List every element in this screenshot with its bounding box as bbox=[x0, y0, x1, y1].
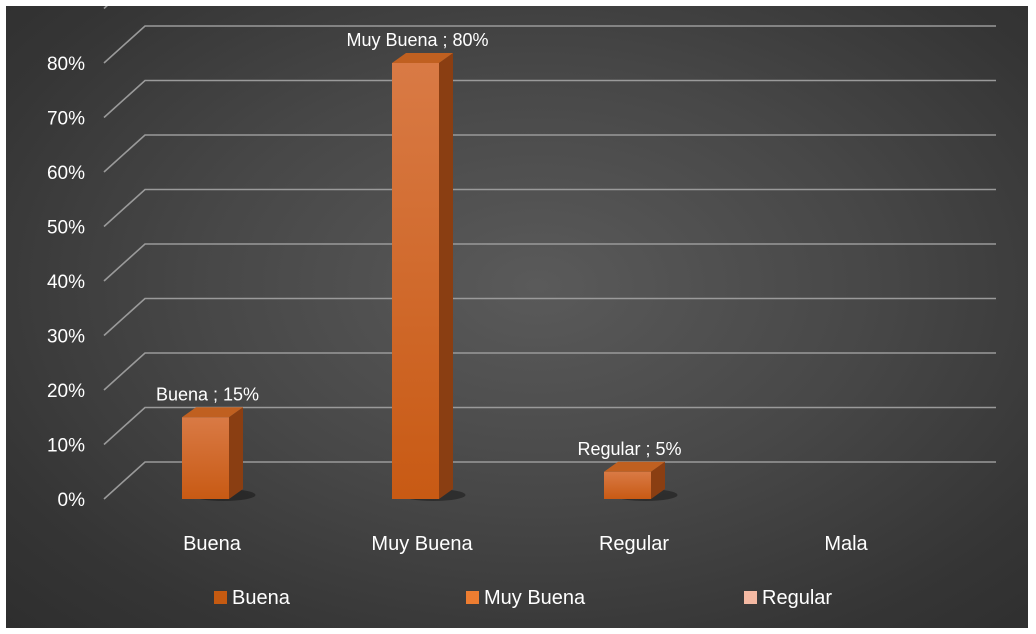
data-label: Regular ; 5% bbox=[577, 439, 681, 459]
gridline bbox=[103, 243, 996, 282]
gridline bbox=[103, 188, 996, 228]
x-category-label: Regular bbox=[599, 533, 669, 555]
legend-label: Buena bbox=[232, 587, 291, 609]
y-tick-label: 70% bbox=[47, 109, 85, 130]
legend-swatch bbox=[466, 591, 479, 604]
y-tick-label: 0% bbox=[58, 490, 86, 511]
gridline bbox=[103, 6, 108, 10]
bar-top-face bbox=[182, 407, 243, 418]
gridline bbox=[103, 461, 996, 500]
bar-chart-svg: 0% 10% 20% 30% 40% 50% 60% 70% 80% Buena Muy Buena… bbox=[47, 6, 996, 609]
data-label: Buena ; 15% bbox=[156, 384, 259, 404]
y-tick-label: 80% bbox=[47, 54, 85, 75]
y-tick-label: 20% bbox=[47, 381, 85, 402]
x-category-label: Mala bbox=[824, 533, 868, 555]
legend-label: Muy Buena bbox=[484, 587, 586, 609]
y-tick-label: 40% bbox=[47, 272, 85, 293]
bar-side-face bbox=[439, 53, 453, 499]
bar-side-face bbox=[229, 407, 243, 499]
bar-muy-buena bbox=[392, 63, 439, 499]
legend-swatch bbox=[744, 591, 757, 604]
bar-regular bbox=[604, 471, 651, 499]
bar-top-face bbox=[392, 53, 453, 63]
gridline bbox=[103, 79, 996, 119]
chart-area: 0% 10% 20% 30% 40% 50% 60% 70% 80% Buena Muy Buena… bbox=[6, 6, 1028, 628]
bar-side-face bbox=[651, 461, 665, 499]
gridline bbox=[103, 25, 996, 64]
gridline bbox=[103, 134, 996, 173]
legend-swatch bbox=[214, 591, 227, 604]
data-label: Muy Buena ; 80% bbox=[346, 30, 488, 50]
y-tick-label: 50% bbox=[47, 218, 85, 239]
gridline bbox=[103, 352, 996, 391]
gridline bbox=[103, 297, 996, 337]
x-category-label: Buena bbox=[183, 533, 242, 555]
bar-top-face bbox=[604, 461, 665, 472]
y-tick-label: 10% bbox=[47, 436, 85, 457]
y-tick-label: 30% bbox=[47, 327, 85, 348]
gridline bbox=[103, 406, 996, 446]
x-category-label: Muy Buena bbox=[371, 533, 473, 555]
y-tick-label: 60% bbox=[47, 163, 85, 184]
bar-buena bbox=[182, 417, 229, 499]
legend-label: Regular bbox=[762, 587, 832, 609]
